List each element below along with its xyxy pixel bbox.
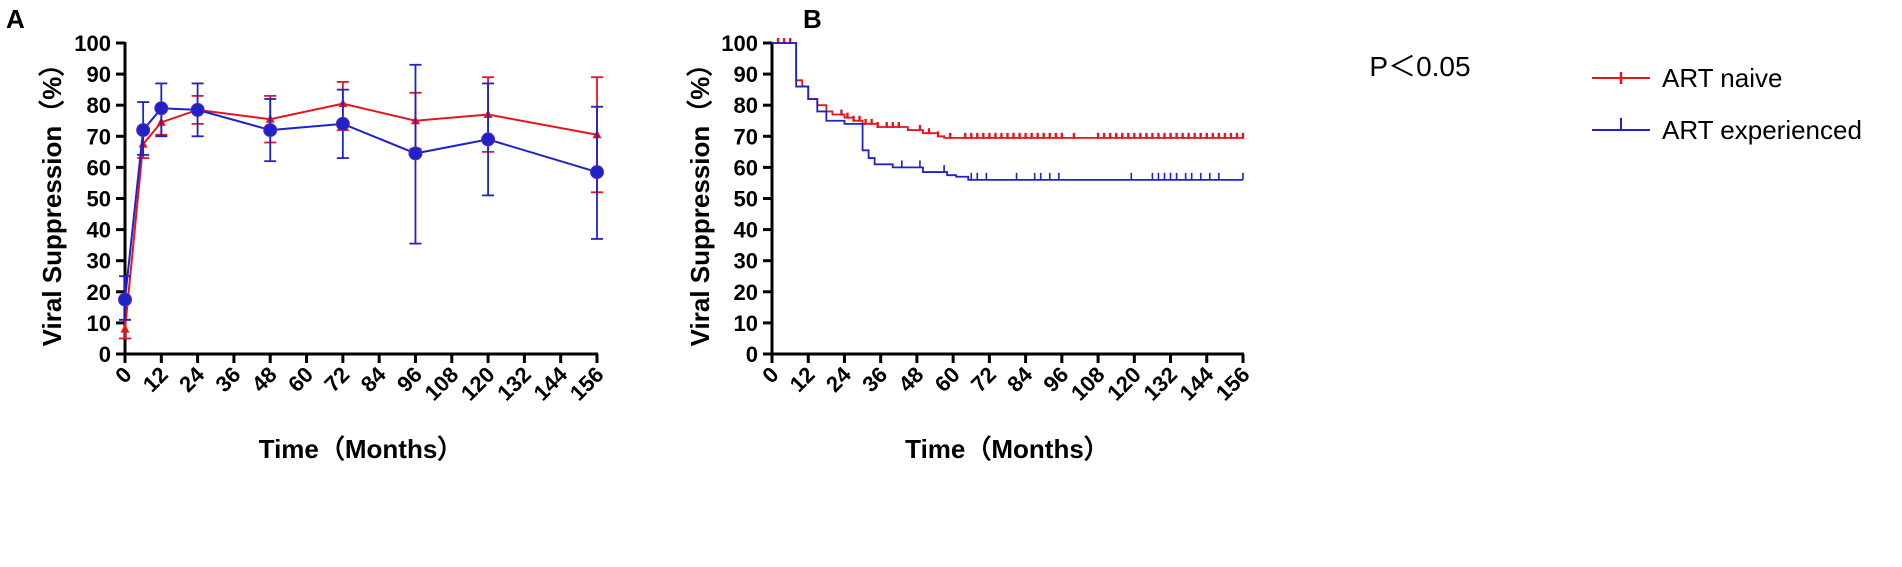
panel-a-y-axis-title: Viral Suppression（%） <box>37 51 67 347</box>
y-tick-label: 100 <box>721 31 758 56</box>
panel-a-label: A <box>6 4 25 34</box>
x-tick-label: 72 <box>319 362 354 397</box>
x-tick-label: 36 <box>210 362 245 397</box>
y-tick-label: 80 <box>87 93 111 118</box>
legend-item-art-experienced: ART experienced <box>1592 115 1862 145</box>
panel-b-y-axis-title: Viral Suppression（%） <box>685 51 715 347</box>
x-tick-label: 48 <box>893 362 928 397</box>
x-tick-label: 12 <box>785 362 820 397</box>
y-tick-label: 20 <box>734 280 758 305</box>
panel-a: A Viral Suppression（%） Time（Months） 0 10 2… <box>6 4 609 464</box>
x-tick-label: 36 <box>857 362 892 397</box>
y-tick-label: 10 <box>734 311 758 336</box>
y-tick-label: 0 <box>746 342 758 367</box>
y-tick-label: 90 <box>87 62 111 87</box>
x-tick-label: 84 <box>1002 361 1038 397</box>
y-tick-label: 90 <box>734 62 758 87</box>
panel-a-x-axis-title: Time（Months） <box>259 434 464 464</box>
data-point <box>408 146 423 161</box>
x-tick-label: 0 <box>757 362 783 388</box>
legend-label-art-naive: ART naive <box>1662 63 1782 93</box>
km-step-line <box>772 42 1243 139</box>
y-tick-label: 60 <box>734 155 758 180</box>
panel-b-x-axis-title: Time（Months） <box>905 434 1110 464</box>
km-curve-art-experienced <box>772 42 1244 181</box>
data-point <box>190 102 205 117</box>
series-art-naive <box>119 76 603 340</box>
p-value-annotation: P＜0.05 <box>1369 51 1470 82</box>
legend-label-art-experienced: ART experienced <box>1662 115 1862 145</box>
data-point <box>120 324 130 333</box>
series-line <box>124 102 598 330</box>
y-tick-label: 70 <box>734 124 758 149</box>
x-tick-label: 48 <box>247 362 282 397</box>
y-tick-label: 80 <box>734 93 758 118</box>
x-tick-label: 108 <box>1066 362 1110 406</box>
x-tick-label: 108 <box>420 362 464 406</box>
panel-b: B Viral Suppression（%） Time（Months） P＜0.… <box>685 4 1470 464</box>
data-point <box>263 123 278 138</box>
y-tick-label: 30 <box>87 249 111 274</box>
data-point <box>118 292 132 307</box>
x-tick-label: 60 <box>283 362 318 397</box>
x-tick-label: 96 <box>392 362 427 397</box>
x-tick-label: 84 <box>356 361 392 397</box>
x-tick-label: 132 <box>1138 362 1182 406</box>
x-tick-label: 156 <box>565 362 609 406</box>
data-point <box>481 132 496 147</box>
data-point <box>136 123 151 138</box>
x-tick-label: 144 <box>529 361 573 405</box>
data-point <box>335 116 350 131</box>
x-tick-label: 0 <box>110 362 136 388</box>
panel-b-plot-area <box>772 38 1245 181</box>
x-tick-label: 72 <box>966 362 1001 397</box>
y-tick-label: 0 <box>99 342 111 367</box>
legend: ART naive ART experienced <box>1592 63 1862 145</box>
x-tick-label: 120 <box>456 362 500 406</box>
x-tick-label: 24 <box>174 361 210 397</box>
data-point <box>154 101 169 116</box>
x-tick-label: 156 <box>1211 362 1255 406</box>
x-tick-label: 132 <box>492 362 536 406</box>
y-tick-label: 10 <box>87 311 111 336</box>
legend-item-art-naive: ART naive <box>1592 63 1782 93</box>
series-art-experienced <box>118 63 604 321</box>
data-point <box>590 165 604 180</box>
x-tick-label: 120 <box>1102 362 1146 406</box>
y-tick-label: 50 <box>734 187 758 212</box>
y-tick-label: 70 <box>87 124 111 149</box>
panel-b-label: B <box>803 4 822 34</box>
x-tick-label: 60 <box>930 362 965 397</box>
y-tick-label: 30 <box>734 249 758 274</box>
y-tick-label: 60 <box>87 155 111 180</box>
y-tick-label: 40 <box>87 218 111 243</box>
y-tick-label: 20 <box>87 280 111 305</box>
y-tick-label: 50 <box>87 187 111 212</box>
x-tick-label: 96 <box>1038 362 1073 397</box>
x-tick-label: 144 <box>1175 361 1219 405</box>
km-curve-art-naive <box>772 38 1245 139</box>
panel-a-plot-area <box>118 63 604 340</box>
y-tick-label: 40 <box>734 218 758 243</box>
y-tick-label: 100 <box>74 31 111 56</box>
km-step-line <box>772 42 1243 181</box>
x-tick-label: 12 <box>138 362 173 397</box>
x-tick-label: 24 <box>821 361 857 397</box>
